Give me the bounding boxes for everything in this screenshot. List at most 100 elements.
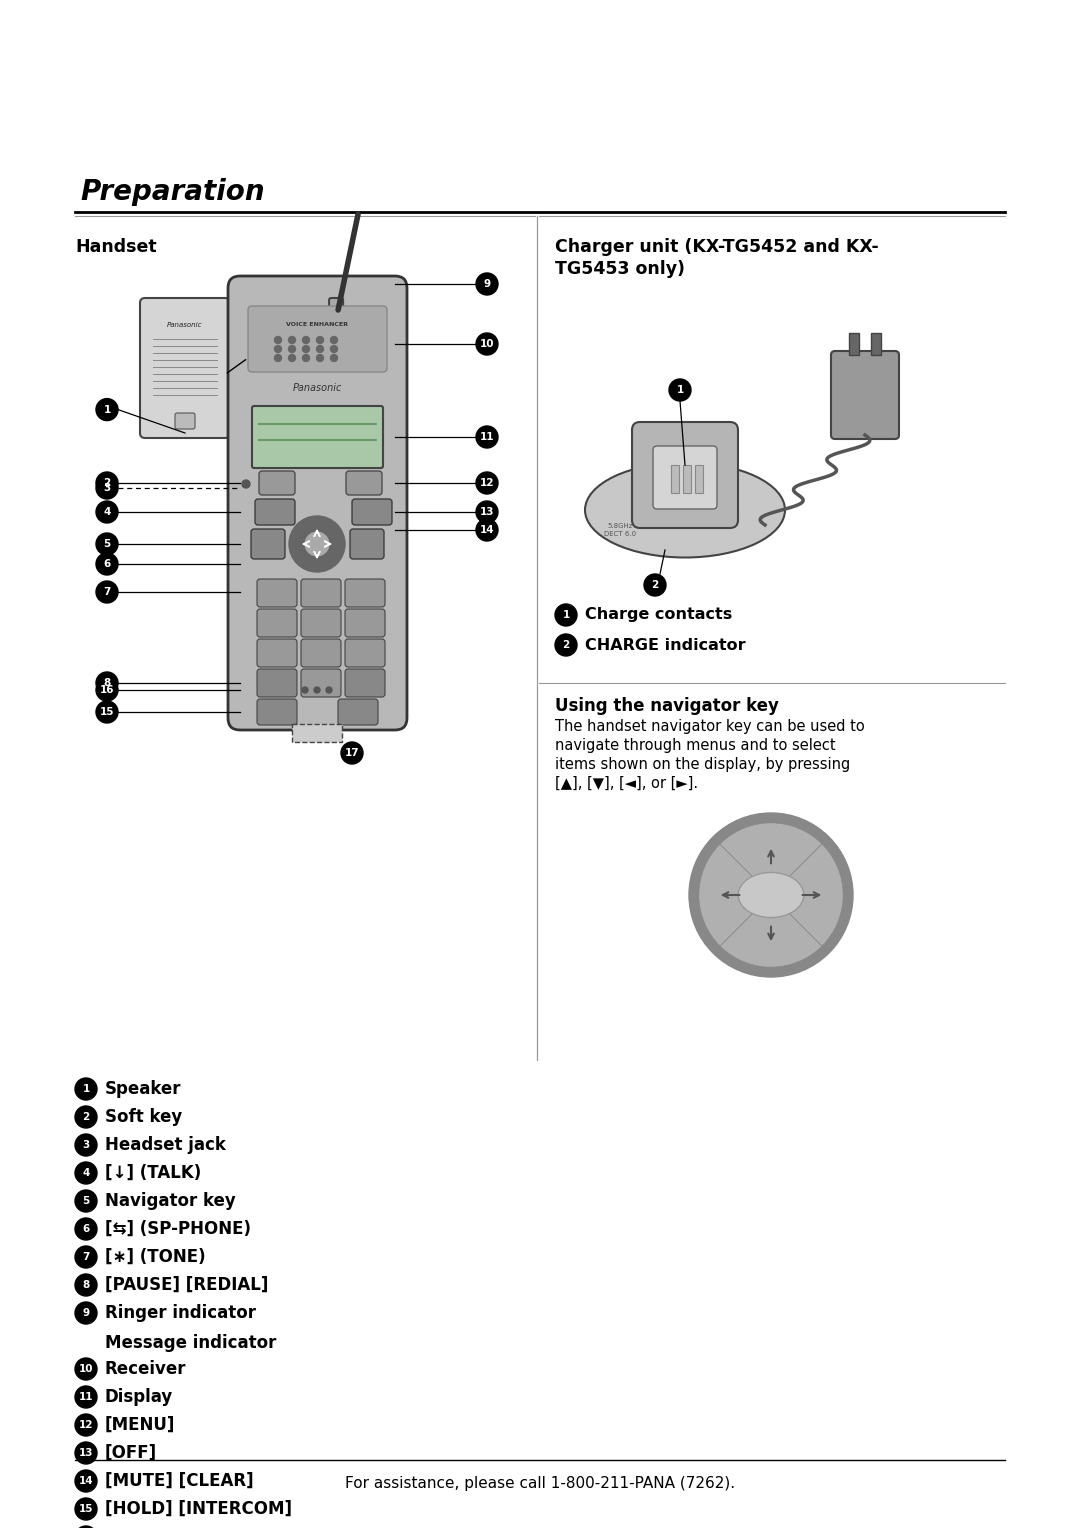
Text: 7: 7 bbox=[82, 1251, 90, 1262]
Text: 1: 1 bbox=[82, 1083, 90, 1094]
Text: 6: 6 bbox=[104, 559, 110, 568]
Text: VOICE ENHANCER: VOICE ENHANCER bbox=[286, 321, 348, 327]
Circle shape bbox=[274, 345, 282, 353]
Text: Soft key: Soft key bbox=[105, 1108, 183, 1126]
FancyBboxPatch shape bbox=[251, 529, 285, 559]
FancyBboxPatch shape bbox=[292, 724, 342, 743]
Text: [HOLD] [INTERCOM]: [HOLD] [INTERCOM] bbox=[105, 1500, 292, 1517]
FancyBboxPatch shape bbox=[257, 610, 297, 637]
FancyBboxPatch shape bbox=[301, 639, 341, 668]
Text: Panasonic: Panasonic bbox=[167, 322, 203, 329]
Circle shape bbox=[75, 1358, 97, 1380]
Text: 7: 7 bbox=[104, 587, 110, 597]
Text: 13: 13 bbox=[79, 1449, 93, 1458]
FancyBboxPatch shape bbox=[257, 698, 297, 724]
Circle shape bbox=[75, 1190, 97, 1212]
FancyBboxPatch shape bbox=[671, 465, 679, 494]
Text: 15: 15 bbox=[79, 1504, 93, 1514]
Circle shape bbox=[96, 533, 118, 555]
Circle shape bbox=[75, 1386, 97, 1407]
Text: The handset navigator key can be used to: The handset navigator key can be used to bbox=[555, 720, 865, 733]
Circle shape bbox=[330, 336, 337, 344]
FancyBboxPatch shape bbox=[257, 669, 297, 697]
Circle shape bbox=[689, 813, 853, 976]
Wedge shape bbox=[699, 843, 771, 946]
Circle shape bbox=[476, 472, 498, 494]
Circle shape bbox=[96, 477, 118, 500]
FancyBboxPatch shape bbox=[301, 610, 341, 637]
Text: 12: 12 bbox=[480, 478, 495, 487]
Circle shape bbox=[330, 354, 337, 362]
Circle shape bbox=[75, 1134, 97, 1157]
Text: Handset: Handset bbox=[75, 238, 157, 257]
Circle shape bbox=[330, 345, 337, 353]
Text: 17: 17 bbox=[345, 749, 360, 758]
Text: navigate through menus and to select: navigate through menus and to select bbox=[555, 738, 836, 753]
FancyBboxPatch shape bbox=[831, 351, 899, 439]
Circle shape bbox=[96, 399, 118, 420]
Text: 2: 2 bbox=[104, 478, 110, 487]
FancyBboxPatch shape bbox=[345, 639, 384, 668]
Circle shape bbox=[96, 501, 118, 523]
Text: Navigator key: Navigator key bbox=[105, 1192, 235, 1210]
Circle shape bbox=[341, 743, 363, 764]
Text: [∗] (TONE): [∗] (TONE) bbox=[105, 1248, 205, 1267]
Circle shape bbox=[96, 472, 118, 494]
FancyBboxPatch shape bbox=[350, 529, 384, 559]
Text: Using the navigator key: Using the navigator key bbox=[555, 697, 779, 715]
Circle shape bbox=[274, 336, 282, 344]
FancyBboxPatch shape bbox=[301, 579, 341, 607]
Circle shape bbox=[96, 701, 118, 723]
FancyBboxPatch shape bbox=[653, 446, 717, 509]
Circle shape bbox=[288, 336, 296, 344]
Text: 9: 9 bbox=[82, 1308, 90, 1319]
Circle shape bbox=[555, 634, 577, 656]
Text: [MUTE] [CLEAR]: [MUTE] [CLEAR] bbox=[105, 1471, 254, 1490]
Text: items shown on the display, by pressing: items shown on the display, by pressing bbox=[555, 756, 850, 772]
Circle shape bbox=[302, 354, 310, 362]
Text: 15: 15 bbox=[99, 707, 114, 717]
Ellipse shape bbox=[585, 463, 785, 558]
Circle shape bbox=[476, 274, 498, 295]
FancyBboxPatch shape bbox=[257, 639, 297, 668]
Circle shape bbox=[288, 354, 296, 362]
Text: 5: 5 bbox=[104, 539, 110, 549]
Text: 2: 2 bbox=[82, 1112, 90, 1122]
Text: TG5453 only): TG5453 only) bbox=[555, 260, 685, 278]
Ellipse shape bbox=[739, 872, 804, 917]
FancyBboxPatch shape bbox=[259, 471, 295, 495]
FancyBboxPatch shape bbox=[175, 413, 195, 429]
Circle shape bbox=[476, 426, 498, 448]
Text: 1: 1 bbox=[563, 610, 569, 620]
Text: 2: 2 bbox=[563, 640, 569, 649]
Text: 16: 16 bbox=[99, 685, 114, 695]
Circle shape bbox=[274, 354, 282, 362]
Circle shape bbox=[555, 604, 577, 626]
Text: 5: 5 bbox=[82, 1196, 90, 1206]
FancyBboxPatch shape bbox=[338, 698, 378, 724]
Text: 3: 3 bbox=[104, 483, 110, 494]
Text: 14: 14 bbox=[480, 526, 495, 535]
Text: 1: 1 bbox=[676, 385, 684, 396]
FancyBboxPatch shape bbox=[140, 298, 230, 439]
Circle shape bbox=[314, 688, 320, 694]
Wedge shape bbox=[771, 843, 843, 946]
Circle shape bbox=[96, 672, 118, 694]
Text: [MENU]: [MENU] bbox=[105, 1416, 175, 1433]
Wedge shape bbox=[720, 895, 822, 967]
Circle shape bbox=[75, 1526, 97, 1528]
FancyBboxPatch shape bbox=[255, 500, 295, 526]
Text: Message indicator: Message indicator bbox=[105, 1334, 276, 1352]
Circle shape bbox=[75, 1497, 97, 1520]
Circle shape bbox=[75, 1413, 97, 1436]
Text: 5.8GHz
DECT 6.0: 5.8GHz DECT 6.0 bbox=[604, 524, 636, 536]
Circle shape bbox=[96, 581, 118, 604]
FancyBboxPatch shape bbox=[257, 579, 297, 607]
FancyBboxPatch shape bbox=[252, 406, 383, 468]
FancyBboxPatch shape bbox=[248, 306, 387, 371]
Circle shape bbox=[644, 575, 666, 596]
Text: [⇆] (SP-PHONE): [⇆] (SP-PHONE) bbox=[105, 1219, 251, 1238]
FancyBboxPatch shape bbox=[228, 277, 407, 730]
FancyBboxPatch shape bbox=[345, 610, 384, 637]
Text: 14: 14 bbox=[75, 1476, 94, 1491]
